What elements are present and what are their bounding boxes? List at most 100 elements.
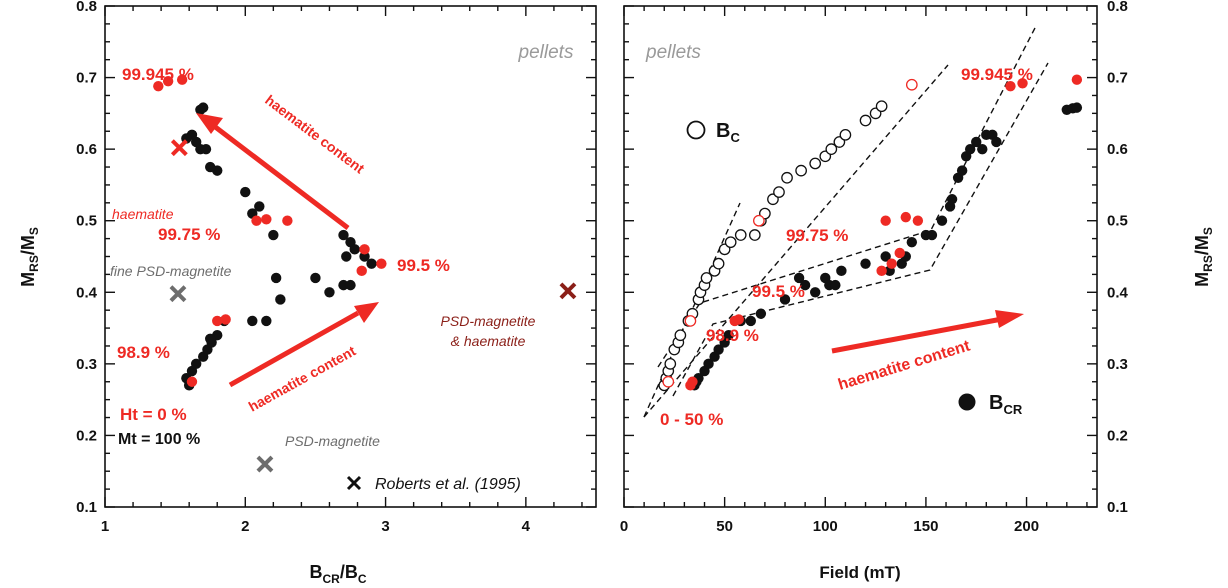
left-y-tick-label: 0.8 [76,0,97,15]
right-x-tick-label: 100 [813,518,838,535]
left-point-black-filled [324,287,335,298]
left-y-tick-label: 0.1 [76,499,97,516]
right-point-black-filled [723,330,734,341]
right-y-tick-label: 0.2 [1107,427,1128,444]
right-point-black-open [781,171,793,184]
right-x-tick-label: 200 [1014,518,1039,535]
legend-bc-text: BC [716,120,740,145]
left-point-black-filled [190,358,202,370]
left-point-black-filled [310,272,321,284]
right-xlabel: Field (mT) [819,563,900,582]
right-y-tick-label: 0.6 [1107,141,1128,158]
right-arrow [831,310,1024,354]
left-label-top-pct: 99.945 % [122,65,194,84]
legend-bcr-marker [958,393,976,411]
right-point-black-filled [926,229,938,241]
right-point-black-filled [946,194,958,205]
right-point-red-filled [1017,78,1028,89]
dashed-line-bcr-upper [657,25,1037,368]
left-label-989: 98.9 % [117,343,170,362]
right-point-red-open [662,375,675,388]
left-pellets-label: pellets [518,42,574,63]
right-point-black-open [664,358,677,370]
left-point-red-filled [376,258,387,269]
right-point-red-filled [900,211,911,223]
left-point-black-filled [240,186,251,198]
right-point-black-filled [860,258,871,269]
right-point-red-open [753,214,765,227]
left-label-995: 99.5 % [397,256,450,275]
left-xlabel: BCR/BC [309,562,366,586]
right-point-black-filled [799,279,811,291]
legend-bc-marker [686,120,706,140]
right-point-black-open [839,128,852,141]
right-label-0-50: 0 - 50 % [660,410,723,429]
left-point-red-filled [176,74,188,85]
left-label-haematite: haematite [112,206,174,222]
left-point-red-filled [162,75,174,87]
legend-bc: BC [686,120,740,145]
left-point-dark_red-x [559,282,577,300]
left-point-grey-x [169,285,187,303]
left-point-black-filled [261,315,272,327]
left-x-tick-label: 1 [101,518,109,535]
left-arrow-bottom-label: haematite content [246,342,359,414]
left-point-black-filled [200,143,212,155]
left-arrow-top-label: haematite content [262,92,368,177]
right-ylabel: MRS/MS [1192,227,1215,287]
left-point-red-filled [251,215,262,226]
left-point-red-filled [186,376,198,387]
right-point-red-filled [876,265,887,277]
right-point-black-open [724,236,737,249]
right-point-black-filled [936,215,948,226]
legend-x-marker [346,475,362,491]
right-ticks: 0 50 100 150 200 0.1 0.2 0.3 0.4 0.5 0.6 0.7 0.8 [620,0,1129,535]
right-point-black-open [734,229,747,241]
right-point-black-filled [964,143,976,155]
right-label-top-pct: 99.945 % [961,65,1033,84]
right-point-red-filled [1071,74,1083,85]
right-point-black-open [795,164,807,177]
legend-bcr-text: BCR [989,392,1023,417]
right-y-tick-label: 0.3 [1107,356,1128,373]
right-point-black-open [825,143,838,155]
right-point-black-filled [836,265,847,277]
right-point-red-filled [912,215,924,226]
left-arrow-bottom [228,302,379,388]
right-point-red-filled [1005,80,1016,92]
right-point-red-filled [894,247,905,259]
left-point-red-filled [212,315,223,327]
right-point-red-open [905,78,918,91]
right-point-black-open [712,257,725,270]
right-x-tick-label: 150 [913,518,938,535]
left-point-black-filled [341,251,352,262]
right-y-tick-label: 0.4 [1107,284,1129,301]
left-point-black-filled [359,251,370,262]
left-point-black-filled [247,315,258,327]
left-y-tick-label: 0.6 [76,141,97,158]
right-point-black-filled [977,143,988,155]
left-label-ht0: Ht = 0 % [120,405,187,424]
left-point-black-filled [349,244,360,255]
left-point-black-filled [345,279,356,291]
right-x-tick-label: 50 [716,518,733,535]
right-point-black-filled [906,236,918,248]
right-y-tick-label: 0.7 [1107,70,1128,87]
right-point-black-filled [779,294,791,305]
right-point-red-filled [687,376,698,387]
right-point-black-filled [971,136,982,148]
left-point-red-filled [153,80,164,92]
right-point-black-filled [745,315,757,327]
left-label-mt100: Mt = 100 % [118,431,200,448]
left-ylabel: MRS/MS [18,227,41,287]
dashed-line-bc [643,64,949,418]
left-point-red-filled [220,314,231,325]
right-point-black-open [875,100,888,113]
left-arrow-top [196,113,350,230]
right-point-black-filled [956,165,968,176]
left-point-red-filled [282,215,293,226]
right-point-black-open [859,114,872,127]
right-point-black-open [809,157,822,170]
left-point-black-filled [268,229,279,241]
